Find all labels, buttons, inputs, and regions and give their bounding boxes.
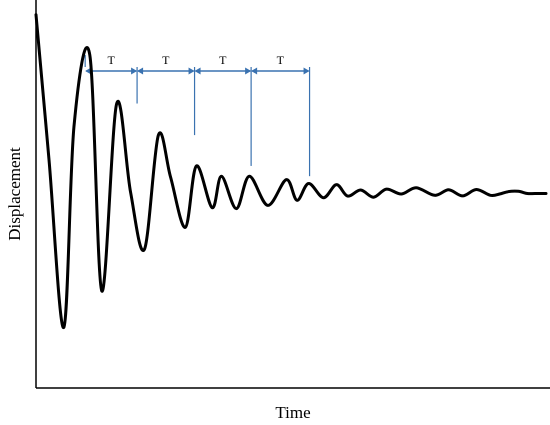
arrowhead-left-icon [137,67,144,75]
period-label: T [277,53,285,67]
arrowhead-right-icon [188,67,195,75]
displacement-curve [34,13,548,330]
period-label: T [162,53,170,67]
arrowhead-right-icon [303,67,310,75]
arrowhead-right-icon [131,67,138,75]
arrowhead-left-icon [251,67,258,75]
y-axis-title: Displacement [5,147,24,241]
arrowhead-left-icon [194,67,201,75]
period-label: T [107,53,115,67]
period-label: T [219,53,227,67]
arrowhead-right-icon [245,67,252,75]
x-axis-title: Time [275,403,310,422]
